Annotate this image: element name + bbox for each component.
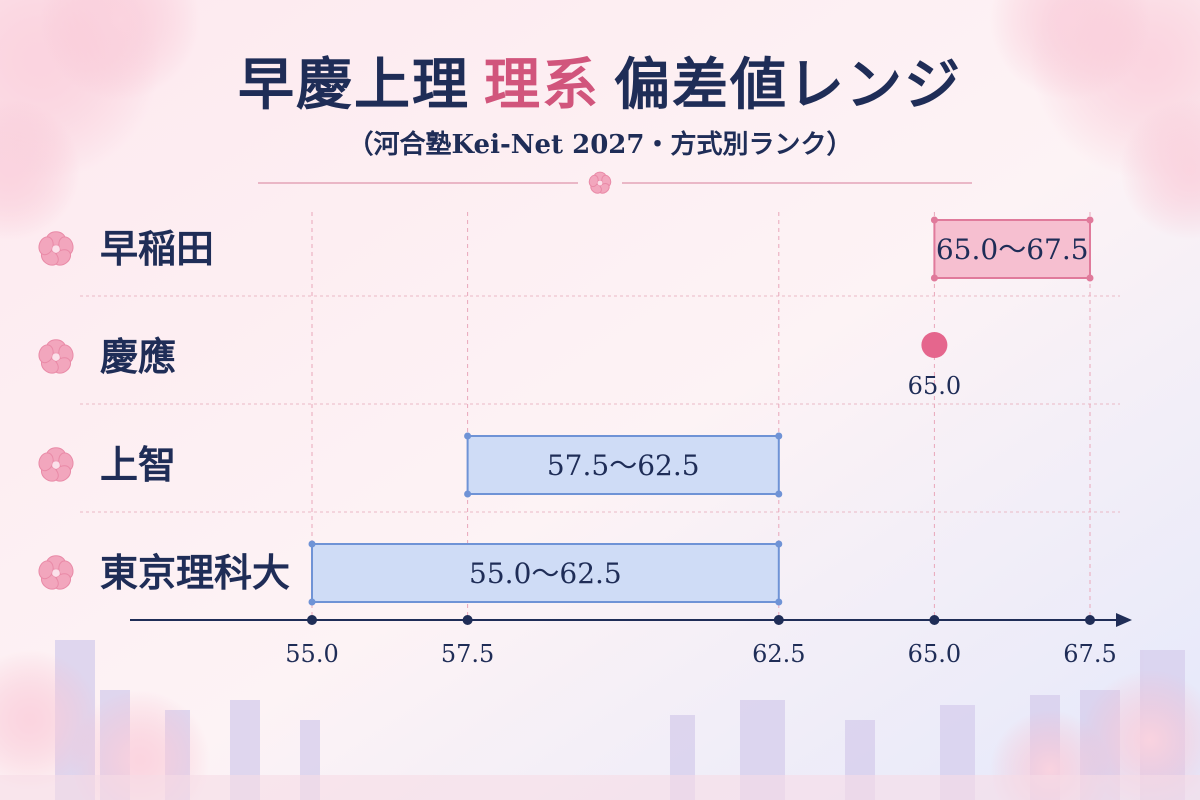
bar-corner-dot (464, 432, 472, 440)
sakura-blossom-icon (38, 231, 74, 266)
x-tick-label: 57.5 (441, 640, 494, 668)
x-tick-mark (462, 615, 473, 625)
range-bar (311, 543, 780, 603)
bar-corner-dot (775, 432, 783, 440)
category-label: 早稲田 (100, 226, 214, 271)
x-tick-label: 65.0 (908, 640, 961, 668)
bar-corner-dot (775, 490, 783, 498)
range-bar (933, 219, 1092, 279)
bar-corner-dot (775, 598, 783, 606)
bar-corner-dot (1086, 274, 1094, 282)
sakura-blossom-icon (38, 339, 74, 374)
cherry-tree-bottom (0, 650, 1200, 800)
category-label: 上智 (100, 442, 176, 487)
range-label: 57.5～62.5 (547, 449, 700, 482)
range-bar (466, 435, 780, 495)
range-label: 55.0～62.5 (469, 557, 622, 590)
bar-corner-dot (1086, 216, 1094, 224)
x-tick-mark (307, 615, 317, 625)
x-tick-mark (773, 615, 784, 625)
title-part-3: 偏差値レンジ (614, 52, 962, 118)
x-tick-mark (929, 615, 940, 625)
point-label: 65.0 (908, 372, 961, 400)
sakura-blossom-icon (588, 171, 612, 194)
category-label: 東京理科大 (100, 550, 290, 595)
x-tick-label: 55.0 (285, 640, 338, 668)
bar-corner-dot (775, 540, 783, 548)
bar-corner-dot (930, 216, 938, 224)
chart-title: 早慶上理 理系 偏差値レンジ (0, 40, 1200, 121)
range-label: 65.0～67.5 (936, 233, 1089, 266)
x-tick-label: 67.5 (1063, 640, 1116, 668)
bar-corner-dot (308, 540, 316, 548)
sakura-blossom-icon (38, 447, 74, 482)
cherry-blossom-cluster-top-left (0, 0, 200, 240)
chart-subtitle: （河合塾Kei-Net 2027・方式別ランク） (347, 130, 853, 160)
bar-corner-dot (308, 598, 316, 606)
cherry-blossom-cluster-top-right (990, 0, 1200, 240)
bar-corner-dot (464, 490, 472, 498)
point-marker (921, 332, 948, 358)
bar-corner-dot (930, 274, 938, 282)
sakura-blossom-icon (38, 555, 74, 590)
x-tick-label: 62.5 (752, 640, 805, 668)
category-label: 慶應 (100, 334, 176, 379)
x-axis-arrow-icon (1116, 613, 1132, 627)
title-part-highlight: 理系 (484, 52, 600, 118)
x-tick-mark (1085, 615, 1095, 625)
title-part-1: 早慶上理 (238, 52, 470, 118)
